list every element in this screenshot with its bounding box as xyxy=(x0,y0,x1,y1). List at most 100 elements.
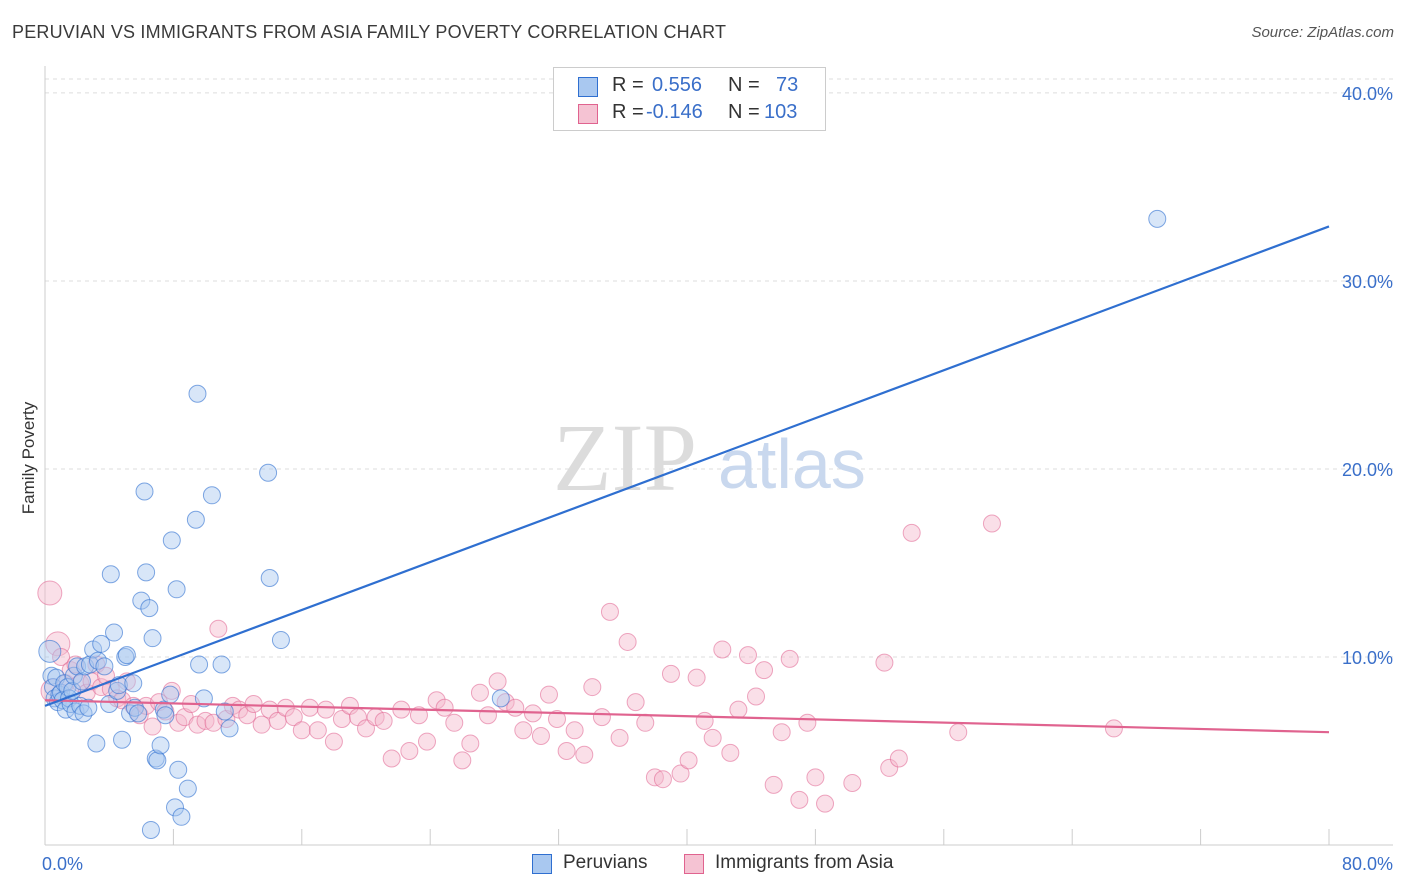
pink-point xyxy=(843,773,862,792)
pink-point xyxy=(547,710,566,729)
pink-point xyxy=(772,723,791,742)
pink-point xyxy=(506,698,525,717)
blue-point xyxy=(202,486,221,505)
pink-point xyxy=(721,743,740,762)
legend-swatch-pink xyxy=(578,104,598,124)
pink-point xyxy=(244,694,263,713)
blue-point xyxy=(87,734,106,753)
legend-r-value: 0.556 xyxy=(652,74,703,96)
pink-point xyxy=(653,770,672,789)
blue-point xyxy=(161,685,180,704)
pink-point xyxy=(636,713,655,732)
pink-point xyxy=(488,672,507,691)
blue-point xyxy=(72,672,91,691)
pink-point xyxy=(143,717,162,736)
pink-point xyxy=(308,721,327,740)
legend-row-immigrants: R = -0.146 N = 103 xyxy=(554,101,825,127)
pink-point xyxy=(671,764,690,783)
pink-point xyxy=(679,751,698,770)
blue-point xyxy=(79,698,98,717)
pink-point xyxy=(284,708,303,727)
blue-point xyxy=(1148,209,1167,228)
pink-point xyxy=(292,721,311,740)
pink-point xyxy=(600,602,619,621)
chart-title: PERUVIAN VS IMMIGRANTS FROM ASIA FAMILY … xyxy=(12,22,727,42)
watermark-atlas: atlas xyxy=(718,425,866,503)
blue-point xyxy=(143,629,162,648)
blue-point xyxy=(166,798,185,817)
y-tick-label: 20.0% xyxy=(1342,460,1393,480)
blue-point xyxy=(117,646,136,665)
legend-n-label: N = xyxy=(728,101,760,123)
pink-point xyxy=(790,790,809,809)
y-tick-label: 10.0% xyxy=(1342,648,1393,668)
blue-point xyxy=(141,820,160,839)
pink-point xyxy=(461,734,480,753)
pink-point xyxy=(764,775,783,794)
pink-point xyxy=(729,700,748,719)
gridlines xyxy=(45,78,1393,658)
pink-point xyxy=(478,706,497,725)
blue-point xyxy=(190,655,209,674)
blue-point xyxy=(151,736,170,755)
pink-point xyxy=(618,632,637,651)
pink-point xyxy=(539,685,558,704)
blue-point xyxy=(491,689,510,708)
blue-point xyxy=(215,702,234,721)
blue-point xyxy=(188,384,207,403)
y-axis-label: Family Poverty xyxy=(19,401,38,514)
pink-point xyxy=(816,794,835,813)
blue-point xyxy=(156,706,175,725)
pink-point xyxy=(738,646,757,665)
pink-point xyxy=(445,713,464,732)
pink-point xyxy=(661,664,680,683)
legend-label: Immigrants from Asia xyxy=(715,852,894,873)
blue-point xyxy=(194,689,213,708)
x-tick-label: 0.0% xyxy=(42,854,83,874)
pink-point xyxy=(565,721,584,740)
blue-point xyxy=(74,704,93,723)
watermark-zip: ZIP xyxy=(553,404,697,511)
blue-point xyxy=(260,569,279,588)
legend-row-peruvians: R = 0.556 N = 73 xyxy=(554,74,825,100)
pink-point xyxy=(798,713,817,732)
blue-point xyxy=(178,779,197,798)
pink-point xyxy=(687,668,706,687)
pink-point xyxy=(217,710,236,729)
pink-point xyxy=(949,723,968,742)
pink-point xyxy=(531,726,550,745)
blue-point xyxy=(167,580,186,599)
blue-point xyxy=(271,631,290,650)
pink-point xyxy=(982,514,1001,533)
legend-label: Peruvians xyxy=(563,852,648,873)
pink-point xyxy=(889,749,908,768)
pink-point xyxy=(470,683,489,702)
legend-n-value: 103 xyxy=(764,101,798,123)
blue-point xyxy=(38,639,62,663)
blue-point xyxy=(212,655,231,674)
pink-point xyxy=(435,698,454,717)
pink-point xyxy=(400,741,419,760)
legend-r-label: R = xyxy=(612,101,644,123)
legend-r-label: R = xyxy=(612,74,644,96)
pink-point xyxy=(252,715,271,734)
series-peruvians xyxy=(38,209,1167,839)
pink-point xyxy=(409,706,428,725)
y-tick-label: 40.0% xyxy=(1342,84,1393,104)
axes xyxy=(44,66,1393,846)
blue-point xyxy=(105,623,124,642)
blue-point xyxy=(129,704,148,723)
pink-point xyxy=(557,741,576,760)
pink-point xyxy=(626,693,645,712)
pink-point xyxy=(713,640,732,659)
trend-lines xyxy=(44,225,1330,734)
blue-point xyxy=(186,510,205,529)
pink-point xyxy=(37,580,63,606)
legend-n-label: N = xyxy=(728,74,760,96)
pink-point xyxy=(238,706,257,725)
legend-r-value: -0.146 xyxy=(646,101,703,123)
pink-point xyxy=(52,647,71,666)
stats-legend: R = 0.556 N = 73 R = -0.146 N = 103 xyxy=(553,67,826,131)
pink-point xyxy=(806,768,825,787)
